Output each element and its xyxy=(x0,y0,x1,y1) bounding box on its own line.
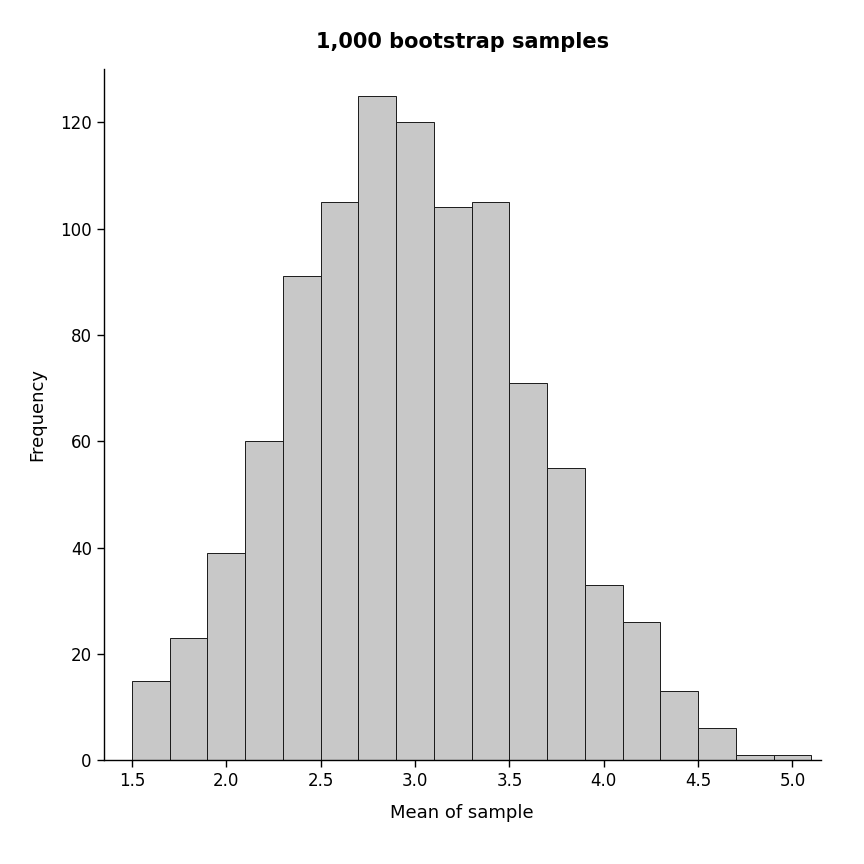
Bar xyxy=(359,96,397,760)
Bar xyxy=(698,728,736,760)
Bar xyxy=(132,681,169,760)
Bar xyxy=(169,638,207,760)
Bar xyxy=(510,383,547,760)
Bar xyxy=(321,202,359,760)
Bar xyxy=(472,202,510,760)
Bar xyxy=(397,123,434,760)
Bar xyxy=(773,755,811,760)
Bar xyxy=(736,755,773,760)
Bar xyxy=(207,553,245,760)
Bar xyxy=(283,276,321,760)
Bar xyxy=(585,585,623,760)
Title: 1,000 bootstrap samples: 1,000 bootstrap samples xyxy=(315,32,609,53)
Bar xyxy=(660,691,698,760)
Bar xyxy=(547,468,585,760)
X-axis label: Mean of sample: Mean of sample xyxy=(391,804,534,822)
Y-axis label: Frequency: Frequency xyxy=(29,368,47,461)
Bar xyxy=(245,442,283,760)
Bar xyxy=(623,622,660,760)
Bar xyxy=(434,207,472,760)
